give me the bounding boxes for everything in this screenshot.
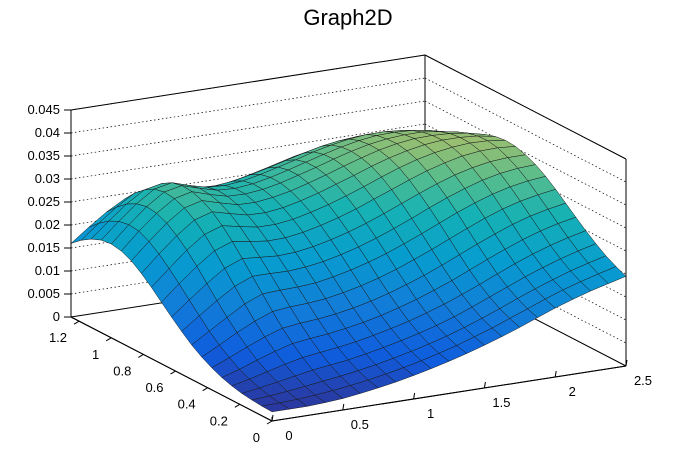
surface-cell [261,402,290,413]
box-edge [70,54,426,111]
x-tick [271,414,274,422]
y-tick-label: 0.2 [210,413,228,428]
z-tick-label: 0.04 [35,125,60,140]
x-tick [413,392,416,400]
y-tick [266,420,273,425]
z-tick-label: 0.005 [27,286,60,301]
x-axis-line [271,365,627,422]
y-tick-label: 1.2 [49,330,67,345]
gridline [424,54,627,160]
y-tick-label: 0.4 [178,397,196,412]
y-tick [138,354,144,358]
z-tick-label: 0.045 [27,102,60,117]
x-tick-label: 0.5 [351,417,369,432]
y-tick-label: 0 [253,430,260,445]
z-tick-label: 0.03 [35,171,60,186]
gridline [70,77,426,134]
z-tick-label: 0.025 [27,194,60,209]
x-tick [483,381,486,389]
y-tick [73,320,80,325]
y-tick-label: 0.8 [113,363,131,378]
x-axis: 0 0.5 1 1.5 2 2.5 [271,359,652,443]
z-axis: 0 0.005 0.01 0.015 0.02 0.025 0.03 0.035 0.04 0.0… [27,102,72,324]
z-tick-label: 0.01 [35,263,60,278]
y-axis: 0 0.2 0.4 0.6 0.8 1 1.2 [49,316,273,445]
x-tick-label: 2.5 [634,373,652,388]
x-tick [625,359,628,367]
y-tick-label: 0.6 [145,380,163,395]
z-tick-label: 0.035 [27,148,60,163]
chart-title: Graph2D [303,5,392,30]
x-tick-label: 1 [427,406,434,421]
gridline [424,77,627,183]
y-tick [170,370,176,375]
y-tick [234,403,241,408]
x-tick [554,370,557,378]
x-tick-label: 1.5 [492,395,510,410]
z-tick-label: 0.015 [27,240,60,255]
y-tick [105,337,112,342]
x-tick [342,403,345,411]
x-tick-label: 0 [285,428,292,443]
x-tick-label: 2 [569,384,576,399]
surface [70,130,627,413]
y-axis-line [70,316,273,422]
y-tick-label: 1 [92,347,99,362]
y-tick [202,387,208,392]
z-tick-label: 0 [53,309,60,324]
z-tick-label: 0.02 [35,217,60,232]
gridline [424,100,627,206]
